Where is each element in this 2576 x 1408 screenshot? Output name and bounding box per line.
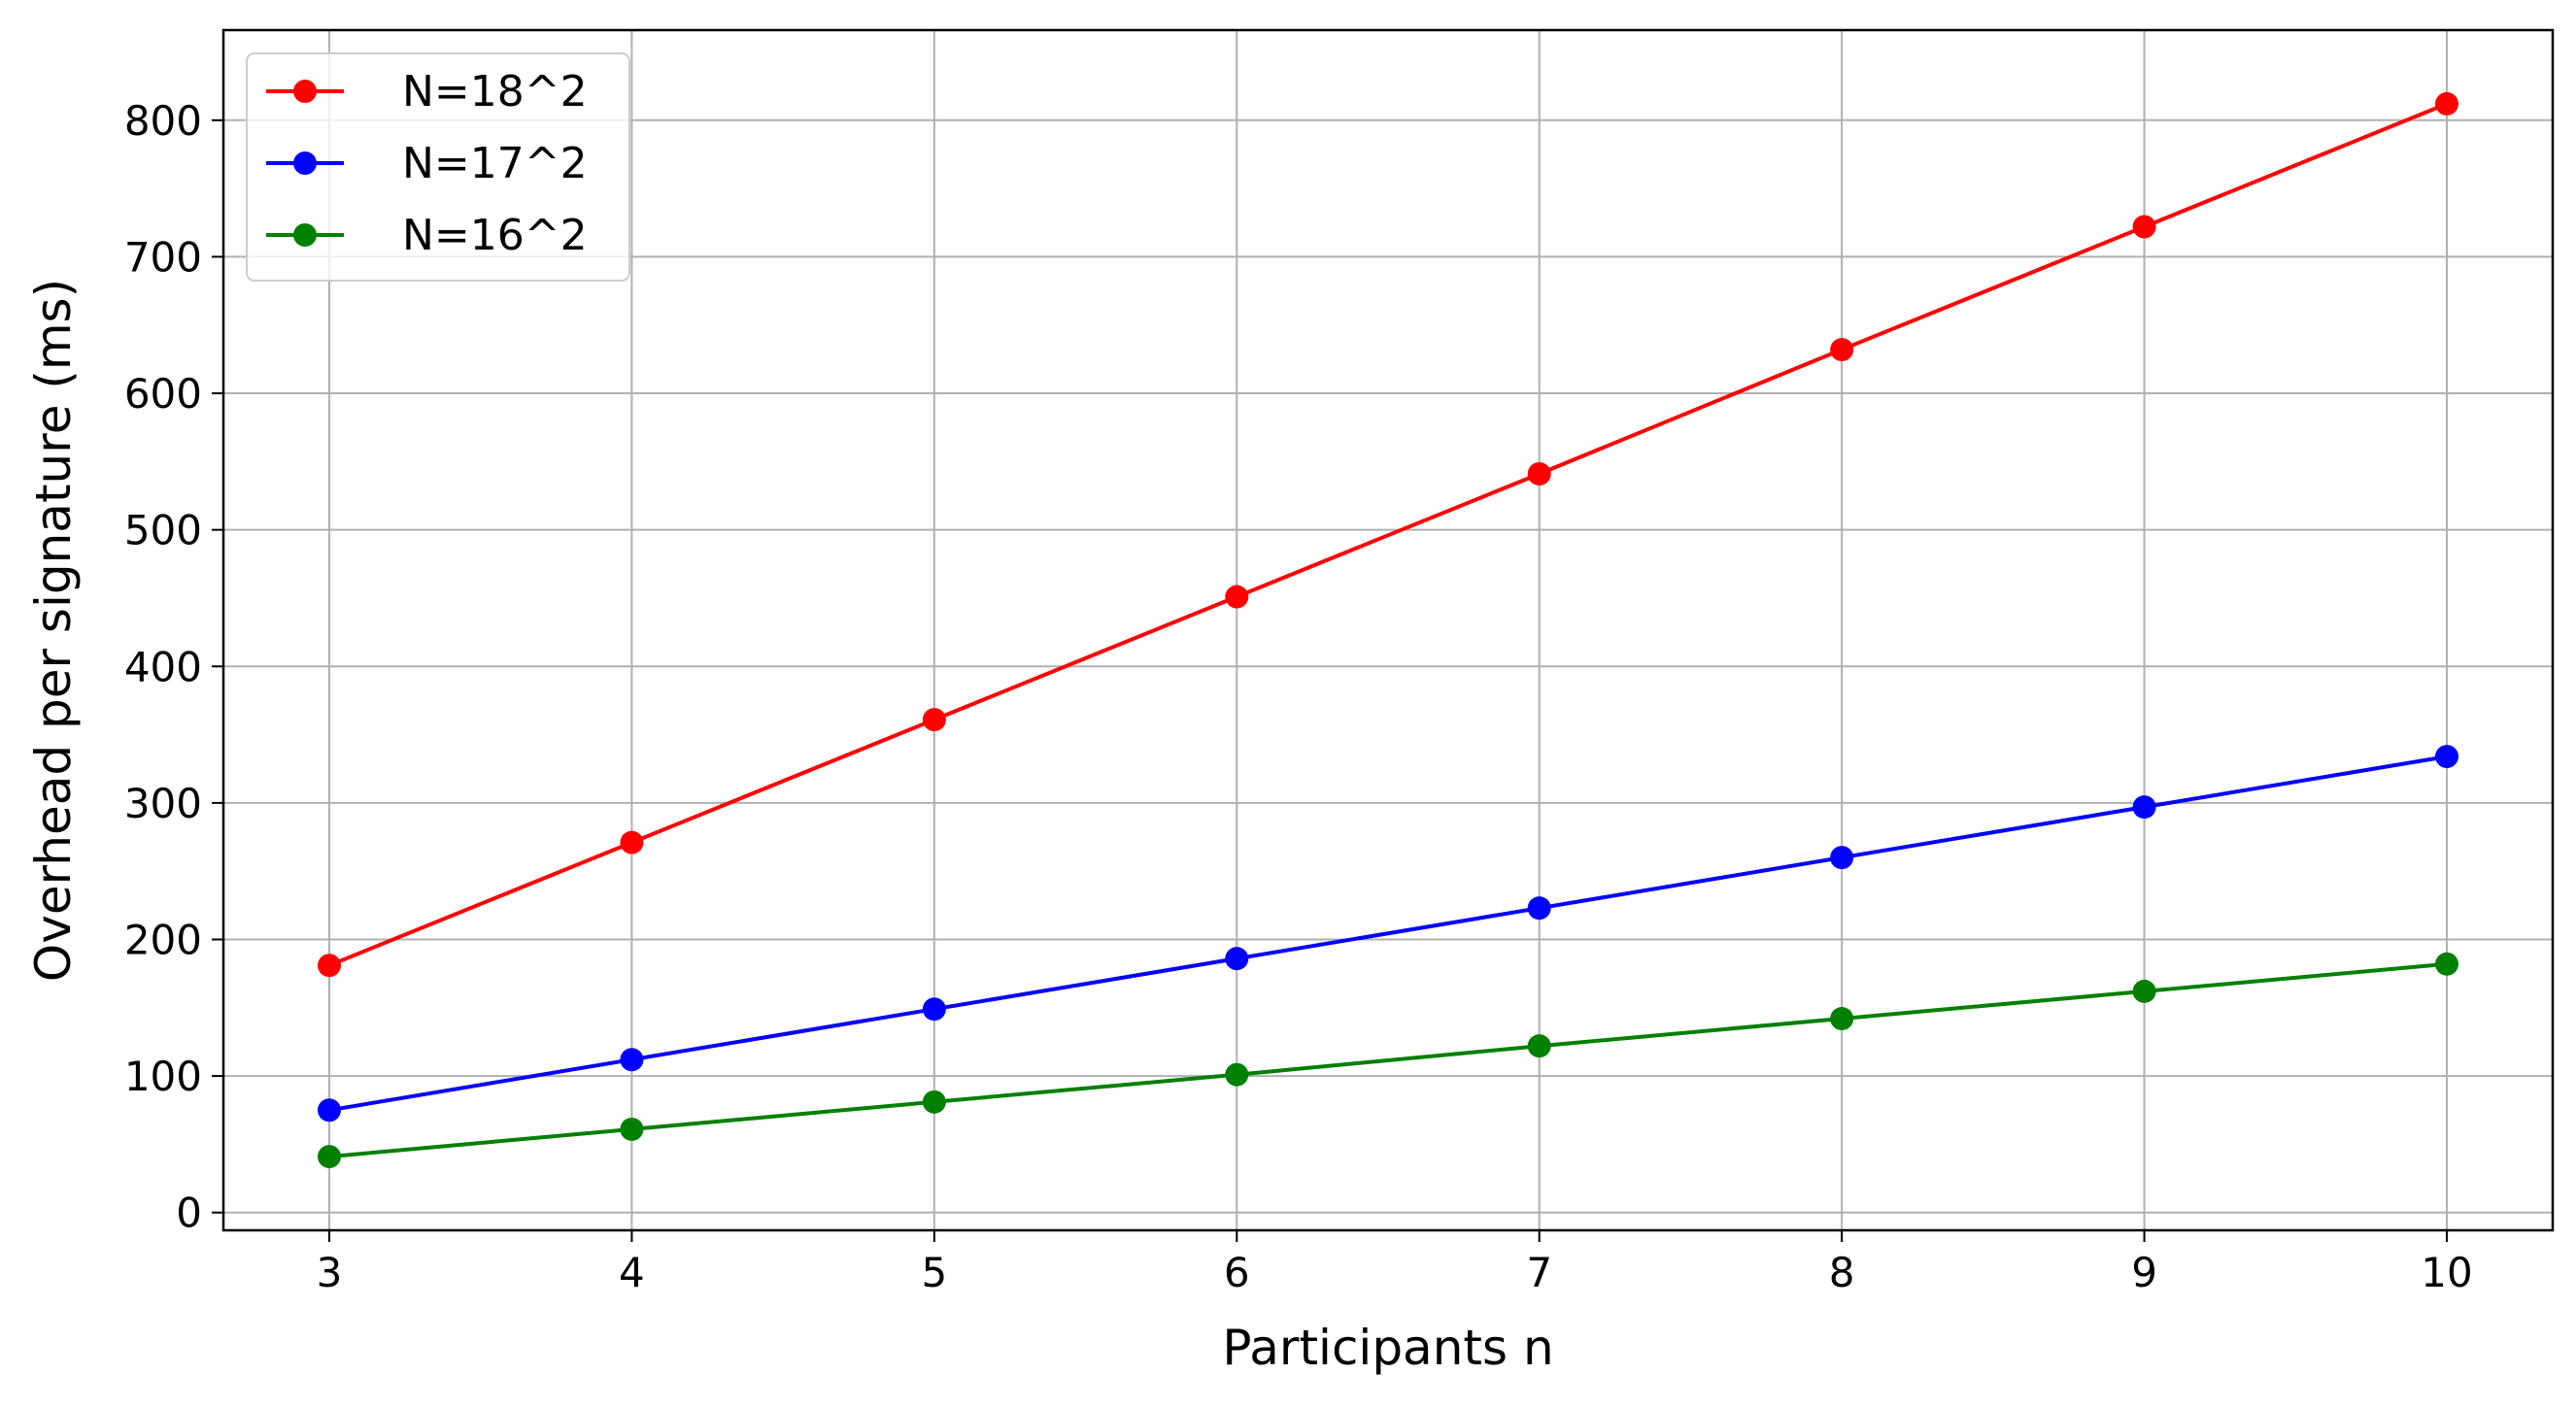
grid: [223, 30, 2553, 1230]
legend-label: N=17^2: [402, 139, 588, 188]
y-tick-label: 0: [176, 1190, 202, 1237]
legend-item: N=18^2: [266, 67, 588, 117]
series-layer: [318, 91, 2458, 1169]
x-tick-label: 10: [2421, 1249, 2472, 1296]
x-tick-label: 7: [1526, 1249, 1552, 1296]
y-tick-label: 400: [124, 643, 202, 690]
data-point: [2435, 745, 2458, 769]
legend-marker: [293, 151, 317, 175]
legend: N=18^2 N=17^2 N=16^2: [246, 52, 630, 282]
data-point: [2132, 979, 2156, 1003]
series-line: [328, 102, 2448, 968]
data-point: [2435, 91, 2458, 116]
data-point: [620, 1048, 644, 1072]
y-tick-label: 600: [124, 370, 202, 418]
data-point: [1527, 1034, 1551, 1058]
data-point: [620, 830, 644, 855]
data-point: [1830, 846, 1854, 870]
series-2: [318, 745, 2458, 1123]
y-tick-label: 700: [124, 233, 202, 281]
x-tick-label: 6: [1224, 1249, 1250, 1296]
legend-marker: [293, 80, 317, 103]
legend-item: N=17^2: [266, 139, 588, 188]
series-line: [328, 961, 2448, 1159]
data-point: [318, 1098, 341, 1123]
data-point: [318, 1145, 341, 1169]
data-point: [922, 708, 946, 732]
legend-item: N=16^2: [266, 211, 588, 260]
x-tick-label: 3: [317, 1249, 343, 1296]
series-line: [328, 754, 2448, 1113]
data-point: [2132, 795, 2156, 820]
data-point: [620, 1117, 644, 1141]
data-point: [1225, 585, 1249, 609]
legend-marker: [293, 223, 317, 247]
y-tick-label: 800: [124, 97, 202, 145]
data-point: [922, 1090, 946, 1114]
data-point: [1830, 338, 1854, 362]
y-tick-label: 300: [124, 780, 202, 827]
x-tick-label: 9: [2131, 1249, 2157, 1296]
x-tick-label: 4: [619, 1249, 645, 1296]
data-point: [2132, 215, 2156, 239]
data-point: [1527, 896, 1551, 921]
x-axis-label: Participants n: [1222, 1320, 1553, 1376]
legend-label: N=18^2: [402, 67, 588, 117]
plot-frame: [221, 28, 2555, 1232]
y-tick-label: 200: [124, 916, 202, 963]
legend-box: [246, 52, 630, 282]
data-point: [2435, 952, 2458, 976]
data-point: [1527, 461, 1551, 486]
data-point: [1225, 1062, 1249, 1087]
y-axis-label: Overhead per signature (ms): [25, 279, 82, 982]
y-tick-label: 500: [124, 507, 202, 554]
y-tick-label: 100: [124, 1053, 202, 1100]
data-point: [1225, 947, 1249, 971]
series-1: [318, 91, 2458, 978]
data-point: [318, 954, 341, 978]
legend-label: N=16^2: [402, 211, 588, 260]
data-point: [922, 997, 946, 1022]
data-point: [1830, 1007, 1854, 1031]
x-tick-label: 5: [921, 1249, 947, 1296]
x-tick-label: 8: [1829, 1249, 1855, 1296]
series-3: [318, 952, 2458, 1169]
